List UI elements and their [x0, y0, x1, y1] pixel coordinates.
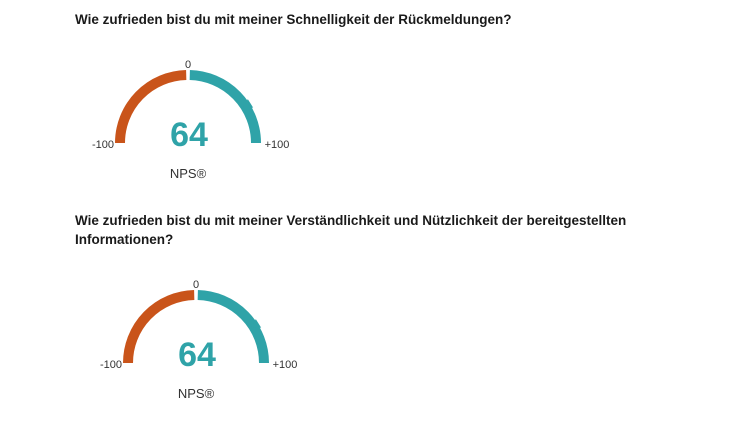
gauge-tick-label-mid: 0 — [185, 59, 191, 71]
nps-gauge-1: 0 -100 +100 64 NPS® — [92, 59, 290, 181]
gauge-value-marker — [242, 99, 254, 109]
gauge-tick-label-max: +100 — [273, 359, 298, 371]
gauge-negative-arc — [123, 290, 195, 364]
gauge-value-marker — [250, 319, 262, 329]
gauge-unit-label: NPS® — [170, 166, 207, 181]
gauge-unit-label: NPS® — [178, 386, 215, 401]
gauge-tick-label-mid: 0 — [193, 279, 199, 291]
question-1-title: Wie zufrieden bist du mit meiner Schnell… — [75, 12, 512, 27]
gauge-positive-arc — [189, 70, 261, 144]
gauge-positive-arc — [197, 290, 269, 364]
gauge-tick-label-min: -100 — [100, 359, 122, 371]
gauge-score-value: 64 — [170, 116, 208, 154]
nps-gauge-2: 0 -100 +100 64 NPS® — [100, 279, 298, 401]
gauge-score-value: 64 — [178, 336, 216, 374]
gauge-tick-label-min: -100 — [92, 139, 114, 151]
question-2-title: Wie zufrieden bist du mit meiner Verstän… — [75, 213, 627, 247]
gauge-tick-label-max: +100 — [265, 139, 290, 151]
gauge-negative-arc — [115, 70, 187, 144]
